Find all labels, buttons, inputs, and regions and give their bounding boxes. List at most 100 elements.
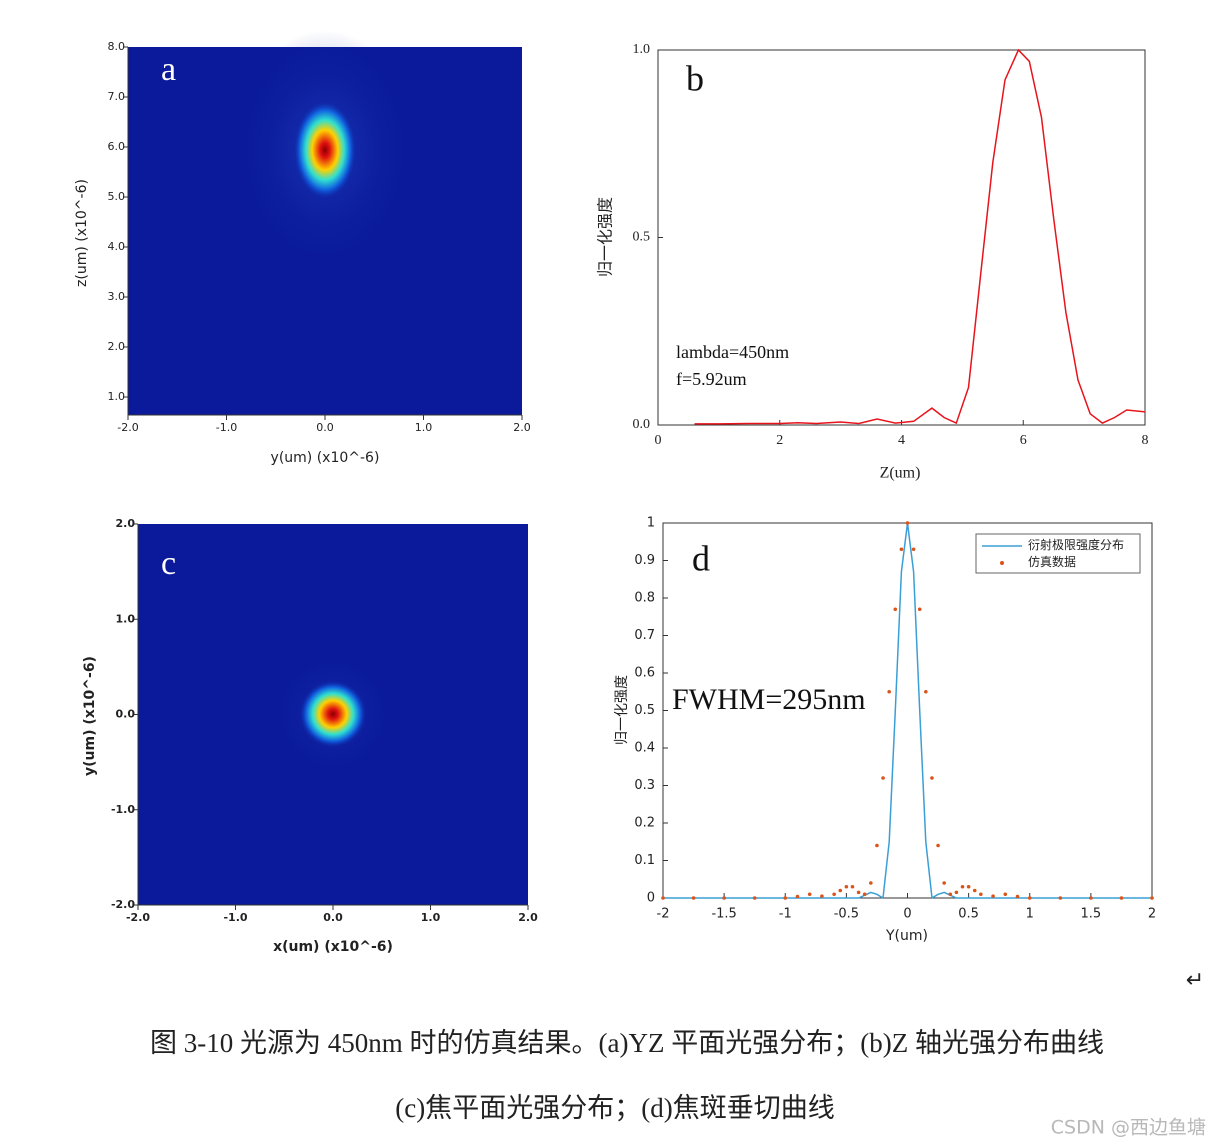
legend-box <box>975 533 1141 574</box>
x-tick-label: 0.0 <box>323 911 343 924</box>
data-dot <box>960 884 965 889</box>
data-dot <box>1119 896 1124 900</box>
x-axis-label: Z(um) <box>880 465 921 482</box>
heatmap-a <box>128 30 522 415</box>
y-tick-label: 0.2 <box>634 816 655 831</box>
data-dot <box>1027 896 1032 900</box>
y-tick-label: 0.8 <box>634 591 655 606</box>
x-tick-label: 2.0 <box>518 911 538 924</box>
x-tick-label: 0.5 <box>958 907 979 922</box>
data-dot <box>979 892 983 897</box>
y-tick-label: 0.7 <box>634 628 655 643</box>
y-tick-label: 4.0 <box>108 240 126 253</box>
y-axis-label: 归一化强度 <box>597 197 615 277</box>
data-dot <box>899 547 904 552</box>
data-dot <box>844 884 849 889</box>
data-dot <box>856 890 861 895</box>
data-dot <box>972 888 977 893</box>
y-tick-label: 0.5 <box>633 230 651 245</box>
annotation: FWHM=295nm <box>672 683 866 716</box>
data-dot <box>850 884 855 889</box>
y-tick-label: 8.0 <box>108 40 126 53</box>
x-tick-label: -2.0 <box>117 421 138 434</box>
x-tick-label: -1.5 <box>711 907 736 922</box>
y-tick-label: 0.5 <box>634 703 655 718</box>
data-dot <box>795 894 800 899</box>
heatmap-c <box>138 524 528 905</box>
x-tick-label: -2.0 <box>126 911 150 924</box>
x-tick-label: 1.0 <box>421 911 441 924</box>
data-dot <box>966 884 971 889</box>
data-dot <box>991 894 995 898</box>
y-tick-label: 1.0 <box>116 612 136 625</box>
annotation: lambda=450nm <box>676 342 789 362</box>
data-dot <box>911 547 916 552</box>
y-tick-label: 1.0 <box>633 42 651 57</box>
return-mark: ↵ <box>1186 967 1204 992</box>
x-tick-label: 0 <box>903 907 911 922</box>
annotation: b <box>686 58 704 98</box>
data-dot <box>1150 896 1154 900</box>
y-tick-label: -1.0 <box>111 803 135 816</box>
data-dot <box>917 607 922 612</box>
data-dot <box>942 881 946 885</box>
data-dot <box>862 892 867 897</box>
data-dot <box>832 892 836 897</box>
x-axis-label: y(um) (x10^-6) <box>271 450 380 466</box>
y-tick-label: 0.4 <box>634 741 655 756</box>
x-tick-label: 2 <box>1148 907 1156 922</box>
data-dot <box>869 881 873 885</box>
x-tick-label: 1.5 <box>1081 907 1102 922</box>
data-dot <box>783 896 788 900</box>
y-tick-label: 1 <box>647 516 655 531</box>
y-tick-label: 2.0 <box>116 517 136 530</box>
watermark: CSDN @西边鱼塘 <box>1051 1117 1206 1139</box>
annotation: f=5.92um <box>676 369 747 389</box>
y-tick-label: 5.0 <box>108 190 126 203</box>
data-dot <box>930 776 934 780</box>
caption-line: (c)焦平面光强分布；(d)焦斑垂切曲线 <box>395 1093 834 1123</box>
x-tick-label: 2.0 <box>513 421 531 434</box>
y-axis-label: z(um) (x10^-6) <box>74 179 90 287</box>
data-line <box>694 48 1146 425</box>
x-tick-label: 0 <box>655 433 662 448</box>
x-tick-label: 1.0 <box>415 421 433 434</box>
data-dot <box>1015 894 1020 899</box>
annotation: a <box>161 51 176 88</box>
y-tick-label: 2.0 <box>108 340 126 353</box>
data-dot <box>820 894 824 898</box>
y-tick-label: 0 <box>647 891 655 906</box>
data-dot <box>954 890 959 895</box>
y-tick-label: 7.0 <box>108 90 126 103</box>
data-dot <box>948 892 953 897</box>
x-tick-label: 2 <box>776 433 783 448</box>
x-axis-label: x(um) (x10^-6) <box>273 939 393 955</box>
legend-swatch <box>1000 561 1004 565</box>
data-dot <box>887 689 891 694</box>
x-tick-label: -1 <box>779 907 792 922</box>
y-tick-label: 1.0 <box>108 390 126 403</box>
data-dot <box>661 896 665 900</box>
y-tick-label: 0.6 <box>634 666 655 681</box>
data-dot <box>838 888 843 893</box>
data-dot <box>807 892 812 897</box>
x-tick-label: 0.0 <box>316 421 334 434</box>
legend-label: 衍射极限强度分布 <box>1028 537 1124 552</box>
x-tick-label: 4 <box>898 433 905 448</box>
y-tick-label: -2.0 <box>111 898 135 911</box>
x-tick-label: 8 <box>1142 433 1149 448</box>
data-dot <box>924 689 928 694</box>
annotation: c <box>161 545 176 582</box>
x-tick-label: 1 <box>1026 907 1034 922</box>
data-dot <box>905 521 910 525</box>
data-dot <box>881 776 885 780</box>
x-axis-label: Y(um) <box>885 928 928 944</box>
data-dot <box>875 843 879 848</box>
data-dot <box>893 607 898 612</box>
x-tick-label: -1.0 <box>216 421 237 434</box>
y-tick-label: 0.1 <box>634 853 655 868</box>
y-tick-label: 0.0 <box>116 708 136 721</box>
y-tick-label: 0.9 <box>634 553 655 568</box>
annotation: d <box>692 538 710 578</box>
